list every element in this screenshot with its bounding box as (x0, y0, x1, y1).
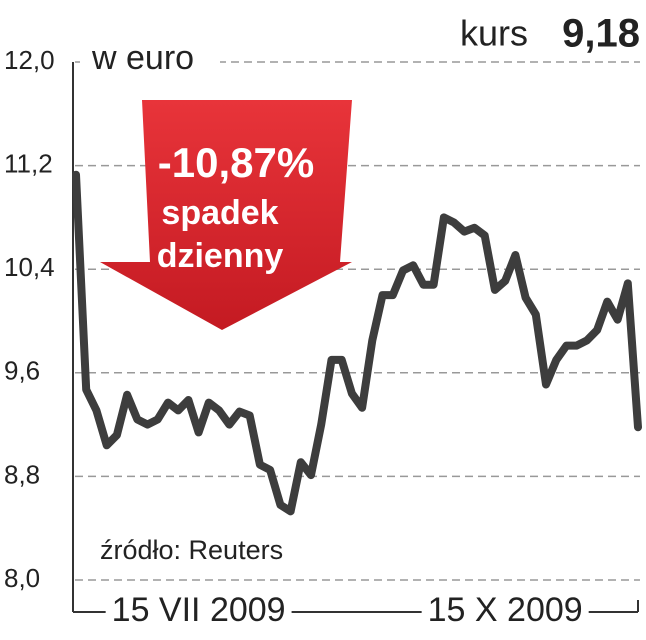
y-tick-label: 8,0 (4, 563, 40, 593)
annotation-line: dzienny (157, 237, 284, 275)
price-line (72, 170, 642, 516)
x-tick-label: 15 X 2009 (428, 591, 583, 629)
arrow (100, 100, 352, 330)
headline-value: 9,18 (562, 12, 640, 56)
label-bg (105, 590, 292, 629)
headline-label: kurs (460, 13, 528, 54)
annotation-line: spadek (161, 194, 278, 232)
annotation-change: -10,87% (158, 139, 314, 186)
y-tick-label: 11,2 (4, 148, 53, 178)
label-bg (421, 590, 589, 629)
plot (72, 170, 642, 516)
unit-label: w euro (91, 39, 194, 77)
source: źródło: Reuters (100, 535, 283, 565)
label-bg (80, 38, 220, 82)
x-tick-label: 15 VII 2009 (112, 591, 286, 629)
y-tick-label: 8,8 (4, 459, 40, 489)
y-tick-label: 10,4 (4, 252, 55, 282)
y-tick-label: 9,6 (4, 356, 40, 386)
y-tick-label: 12,0 (4, 45, 55, 75)
